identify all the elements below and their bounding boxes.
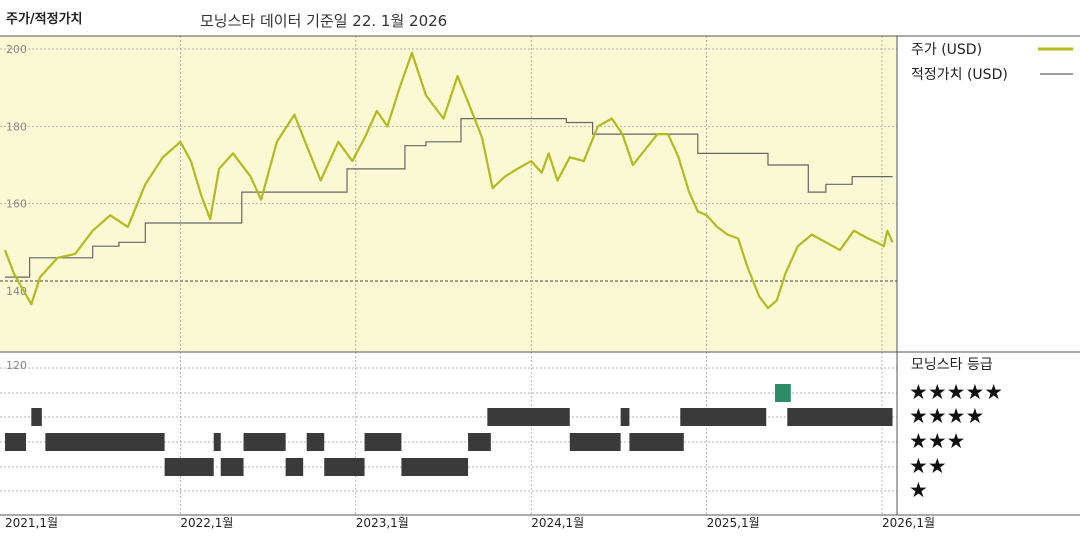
rating-bar-3-stars <box>213 433 221 451</box>
y-tick-label: 180 <box>6 120 27 133</box>
chart-title: 주가/적정가치 <box>6 12 83 27</box>
price-plot-area <box>0 36 897 352</box>
rating-bar-3-stars <box>45 433 165 451</box>
rating-bar-5-stars <box>775 384 791 402</box>
y-tick-label: 120 <box>6 359 27 372</box>
x-tick-label: 2026,1월 <box>882 516 935 530</box>
y-tick-label: 160 <box>6 198 27 211</box>
x-tick-label: 2022,1월 <box>180 516 233 530</box>
rating-bar-4-stars <box>620 408 630 426</box>
rating-bar-4-stars <box>787 408 893 426</box>
rating-5-stars: ★★★★★ <box>909 380 1003 404</box>
x-tick-label: 2023,1월 <box>356 516 409 530</box>
rating-bar-3-stars <box>569 433 621 451</box>
y-tick-label: 200 <box>6 43 27 56</box>
rating-bar-3-stars <box>468 433 491 451</box>
price-line <box>3 51 894 310</box>
rating-bar-2-stars <box>401 458 469 476</box>
rating-bar-2-stars <box>324 458 365 476</box>
x-tick-label: 2025,1월 <box>707 516 760 530</box>
rating-bar-3-stars <box>5 433 27 451</box>
rating-3-stars: ★★★ <box>909 429 965 453</box>
rating-1-star: ★ <box>909 478 928 502</box>
rating-4-stars: ★★★★ <box>909 404 984 428</box>
rating-bar-2-stars <box>285 458 304 476</box>
rating-bars <box>5 384 893 476</box>
price-line-group <box>3 51 894 310</box>
rating-bar-3-stars <box>306 433 325 451</box>
rating-bar-3-stars <box>243 433 286 451</box>
legend-price-label: 주가 (USD) <box>911 42 982 58</box>
data-date-subtitle: 모닝스타 데이터 기준일 22. 1월 2026 <box>200 12 448 30</box>
rating-bar-4-stars <box>31 408 42 426</box>
rating-bar-2-stars <box>164 458 214 476</box>
rating-bar-3-stars <box>364 433 402 451</box>
fair-value-line <box>5 117 893 278</box>
legend-fair-value-label: 적정가치 (USD) <box>911 67 1008 83</box>
rating-bar-4-stars <box>487 408 570 426</box>
x-tick-label: 2021,1월 <box>5 516 58 530</box>
rating-title: 모닝스타 등급 <box>911 357 993 373</box>
rating-bar-4-stars <box>680 408 767 426</box>
x-tick-label: 2024,1월 <box>531 516 584 530</box>
x-axis-labels: 2021,1월 2022,1월 2023,1월 2024,1월 2025,1월 2026,… <box>5 516 935 530</box>
rating-bar-2-stars <box>220 458 244 476</box>
fair-value-line-group <box>5 117 893 278</box>
rating-2-stars: ★★ <box>909 454 947 478</box>
rating-bar-3-stars <box>629 433 684 451</box>
